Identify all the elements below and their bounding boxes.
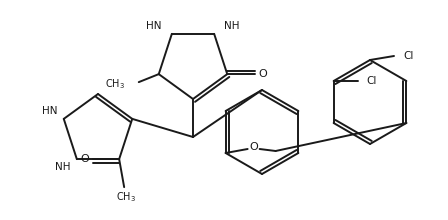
Text: NH: NH (224, 21, 240, 31)
Text: O: O (249, 142, 258, 152)
Text: O: O (259, 69, 267, 79)
Text: Cl: Cl (403, 51, 414, 61)
Text: HN: HN (146, 21, 162, 31)
Text: NH: NH (56, 162, 71, 172)
Text: CH$_3$: CH$_3$ (105, 77, 125, 91)
Text: O: O (81, 154, 90, 164)
Text: HN: HN (42, 106, 58, 116)
Text: Cl: Cl (366, 76, 377, 86)
Text: CH$_3$: CH$_3$ (116, 190, 136, 204)
